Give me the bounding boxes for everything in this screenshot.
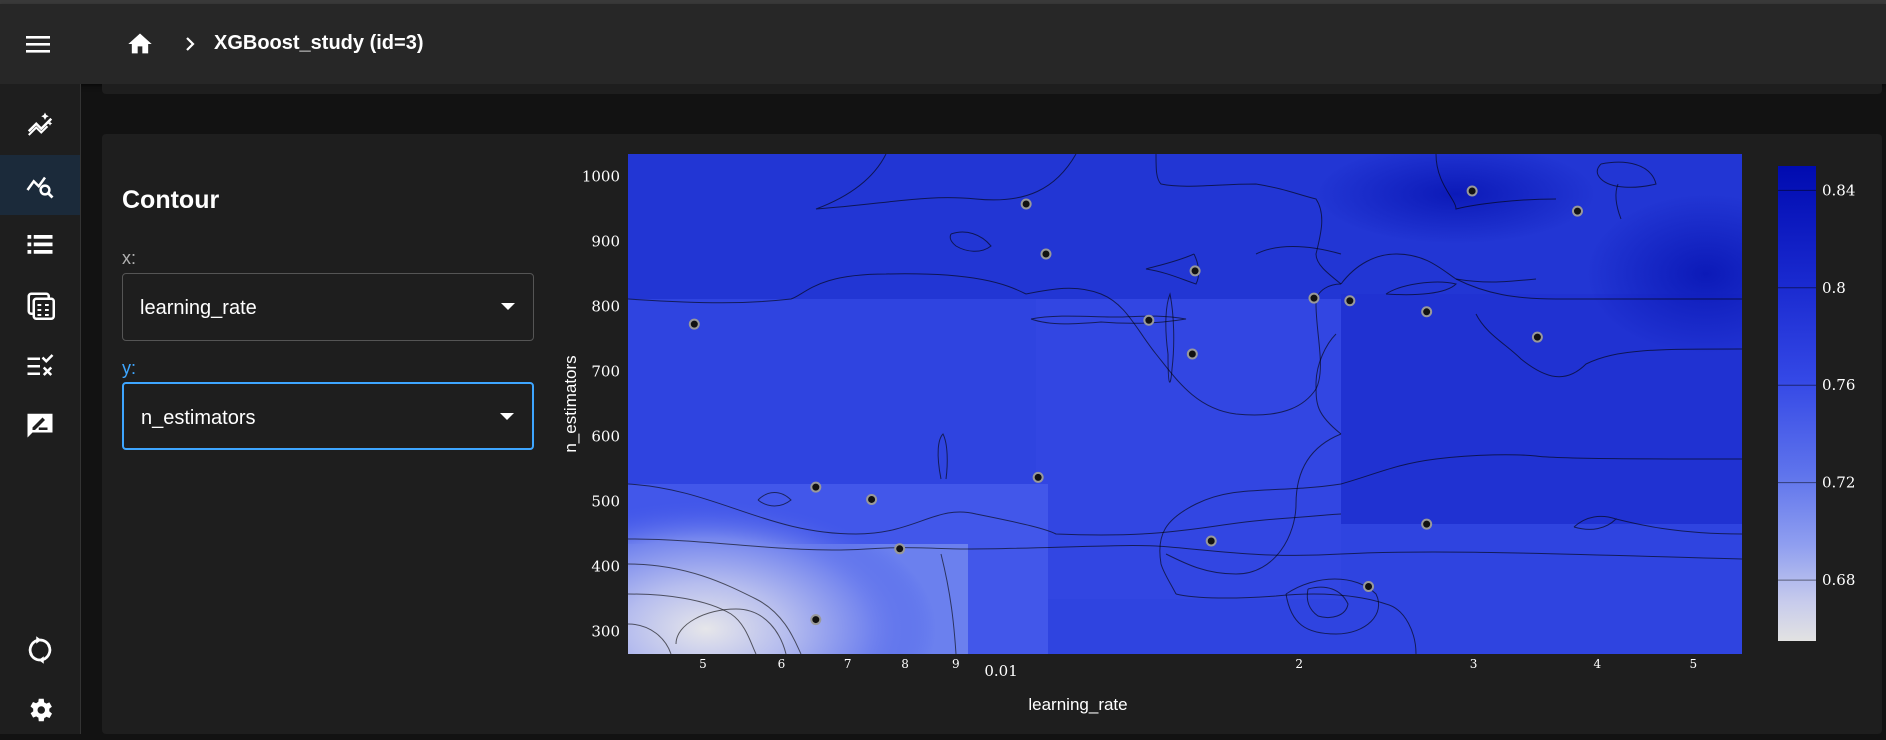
auto-graph-icon: [27, 112, 53, 136]
trial-point[interactable]: [1205, 535, 1217, 547]
trial-point[interactable]: [1421, 518, 1433, 530]
sidebar-item-history[interactable]: [0, 95, 80, 155]
dropdown-arrow-icon: [501, 303, 515, 310]
settings-icon: [30, 698, 53, 722]
trial-point[interactable]: [1308, 292, 1320, 304]
x-axis-title: learning_rate: [1028, 695, 1127, 714]
x-tick-label: 5: [1689, 657, 1697, 671]
trial-point[interactable]: [810, 614, 822, 626]
x-tick-label: 8: [901, 657, 909, 671]
trial-point[interactable]: [1189, 265, 1201, 277]
colorbar-tick-label: 0.8: [1822, 279, 1846, 297]
x-tick-label: 6: [778, 657, 786, 671]
breadcrumb-study-title: XGBoost_study (id=3): [214, 32, 424, 54]
sidebar-item-settings[interactable]: [0, 680, 80, 740]
sync-icon: [28, 636, 52, 664]
sidebar-item-rule[interactable]: [0, 335, 80, 395]
chevron-right-icon: [186, 37, 195, 51]
trial-point[interactable]: [1186, 348, 1198, 360]
trial-point[interactable]: [688, 318, 700, 330]
contour-plot[interactable]: 300 400 500 600 700 800 900 1000 5 6 7 8 9 0.01 2 3 4 5 …: [556, 154, 1862, 718]
sidebar: [0, 84, 81, 734]
trial-point[interactable]: [1571, 205, 1583, 217]
contour-title: Contour: [122, 186, 220, 214]
trial-point[interactable]: [1040, 248, 1052, 260]
menu-icon[interactable]: [24, 32, 52, 56]
trial-point[interactable]: [1466, 185, 1478, 197]
previous-card-edge: [102, 84, 1882, 94]
trial-points: [688, 185, 1583, 626]
colorbar-tick-label: 0.72: [1822, 474, 1855, 492]
colorbar-tick-label: 0.84: [1822, 181, 1855, 199]
y-tick-label: 900: [591, 233, 620, 251]
sidebar-item-analytics[interactable]: [0, 155, 80, 215]
trial-point[interactable]: [894, 543, 906, 555]
rate-review-icon: [27, 413, 53, 438]
y-axis-title: n_estimators: [561, 355, 580, 452]
y-tick-label: 1000: [582, 168, 620, 186]
x-tick-label: 2: [1295, 657, 1303, 671]
query-stats-icon: [26, 176, 54, 199]
table-rows-icon: [27, 235, 53, 254]
trial-point[interactable]: [1032, 471, 1044, 483]
trial-point[interactable]: [1143, 314, 1155, 326]
top-border: [0, 0, 1886, 4]
y-tick-label: 300: [591, 622, 620, 640]
trial-point[interactable]: [1363, 580, 1375, 592]
y-tick-label: 600: [591, 427, 620, 445]
trial-point[interactable]: [1344, 295, 1356, 307]
x-axis-label: x:: [122, 248, 137, 268]
x-param-value: learning_rate: [140, 297, 257, 319]
trial-point[interactable]: [866, 493, 878, 505]
sidebar-item-reload[interactable]: [0, 620, 80, 680]
y-axis-label: y:: [122, 358, 137, 378]
trial-point[interactable]: [1020, 198, 1032, 210]
x-tick-label: 0.01: [984, 662, 1017, 680]
home-icon[interactable]: [126, 30, 154, 58]
sidebar-item-note[interactable]: [0, 395, 80, 455]
x-tick-label: 5: [699, 657, 707, 671]
y-param-value: n_estimators: [141, 407, 256, 429]
x-tick-label: 9: [952, 657, 960, 671]
calculate-icon: [27, 292, 55, 320]
x-param-select[interactable]: learning_rate: [122, 273, 534, 341]
y-axis: 300 400 500 600 700 800 900 1000: [582, 168, 620, 641]
colorbar-tick-label: 0.68: [1822, 571, 1855, 589]
y-tick-label: 500: [591, 492, 620, 510]
colorbar-gradient: [1778, 166, 1816, 641]
sidebar-item-calculator[interactable]: [0, 275, 80, 335]
y-param-select[interactable]: n_estimators: [122, 382, 534, 450]
app-header: XGBoost_study (id=3): [0, 4, 1886, 84]
trial-point[interactable]: [1421, 306, 1433, 318]
trial-point[interactable]: [1531, 331, 1543, 343]
colorbar: 0.84 0.8 0.76 0.72 0.68: [1778, 166, 1855, 641]
sidebar-item-trials-table[interactable]: [0, 215, 80, 275]
x-tick-label: 4: [1593, 657, 1601, 671]
trial-point[interactable]: [810, 481, 822, 493]
x-axis: 5 6 7 8 9 0.01 2 3 4 5: [699, 657, 1697, 680]
rule-icon: [27, 354, 54, 376]
y-tick-label: 400: [591, 557, 620, 575]
x-tick-label: 7: [844, 657, 852, 671]
colorbar-tick-label: 0.76: [1822, 376, 1855, 394]
x-tick-label: 3: [1470, 657, 1478, 671]
contour-heatmap: [628, 154, 1742, 654]
y-tick-label: 800: [591, 298, 620, 316]
dropdown-arrow-icon: [500, 413, 514, 420]
y-tick-label: 700: [591, 363, 620, 381]
contour-lines: [628, 154, 1742, 654]
